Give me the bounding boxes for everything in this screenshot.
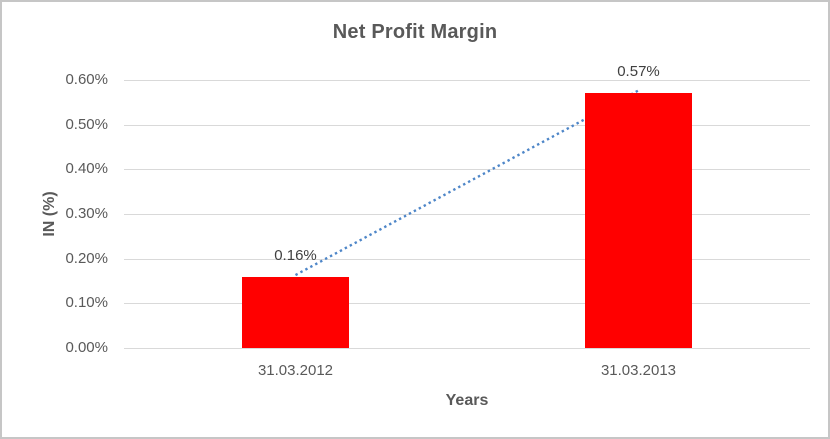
bar-31.03.2013 <box>585 93 692 348</box>
gridline <box>124 258 810 260</box>
gridline <box>124 214 810 215</box>
gridline <box>124 80 810 81</box>
gridline <box>124 303 810 305</box>
x-tick-label: 31.03.2013 <box>600 362 677 379</box>
data-label: 0.57% <box>617 63 660 81</box>
bar-31.03.2012 <box>242 276 349 348</box>
y-tick-label: 0.10% <box>65 294 108 312</box>
y-tick-label: 0.30% <box>65 205 108 222</box>
y-tick-label: 0.20% <box>65 249 108 267</box>
data-label: 0.16% <box>274 246 317 264</box>
chart-title: Net Profit Margin <box>332 21 498 43</box>
gridline <box>124 348 810 349</box>
y-tick-label: 0.00% <box>65 339 108 356</box>
plot-area <box>124 80 810 349</box>
y-tick-label: 0.60% <box>65 71 108 88</box>
x-axis-title: Years <box>445 392 489 409</box>
y-tick-label: 0.40% <box>65 160 108 178</box>
x-tick-label: 31.03.2012 <box>257 362 334 379</box>
gridline <box>124 169 810 171</box>
gridline <box>124 124 810 126</box>
y-tick-label: 0.50% <box>65 115 108 133</box>
